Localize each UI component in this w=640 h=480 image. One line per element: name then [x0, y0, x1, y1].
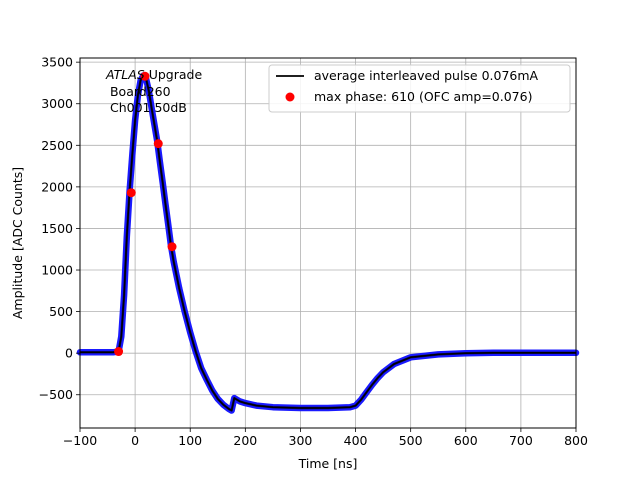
- x-tick-label: 800: [564, 433, 588, 448]
- x-tick-label: 600: [454, 433, 478, 448]
- x-tick-label: 400: [344, 433, 368, 448]
- max-phase-point: [153, 139, 163, 149]
- y-tick-label: 500: [49, 304, 73, 319]
- annotation-atlas: ATLAS: [105, 67, 145, 82]
- x-tick-label: 200: [233, 433, 257, 448]
- max-phase-point: [140, 71, 150, 81]
- annotation-line-1: ATLAS Upgrade: [105, 67, 202, 82]
- annotation-channel: Ch001 50dB: [106, 100, 187, 115]
- x-tick-label: 100: [178, 433, 202, 448]
- y-axis-label: Amplitude [ADC Counts]: [10, 167, 25, 319]
- plot-area: [76, 71, 580, 414]
- max-phase-point: [114, 347, 124, 357]
- max-phase-point: [167, 242, 177, 252]
- average-pulse-line: [80, 74, 576, 412]
- y-tick-label: 0: [65, 346, 73, 361]
- y-tick-label: 2500: [41, 138, 73, 153]
- x-tick-label: −100: [63, 433, 97, 448]
- x-tick-label: 0: [131, 433, 139, 448]
- axis-ticks: −100 0 100 200 300 400 500 600 700 800 −500 0 500 100…: [39, 55, 588, 448]
- axes-frame: [79, 57, 577, 429]
- annotation-board: Board260: [106, 84, 171, 99]
- legend-label-average-pulse: average interleaved pulse 0.076mA: [314, 68, 539, 83]
- y-tick-label: −500: [39, 387, 73, 402]
- y-tick-label: 3500: [41, 55, 73, 70]
- annotation: ATLAS Upgrade Board260 Ch001 50dB: [105, 67, 202, 115]
- x-tick-label: 700: [509, 433, 533, 448]
- legend-marker-swatch: [285, 92, 295, 102]
- legend-label-max-phase: max phase: 610 (OFC amp=0.076): [314, 89, 532, 104]
- legend: average interleaved pulse 0.076mA max ph…: [268, 64, 571, 113]
- max-phase-point: [126, 188, 136, 198]
- x-tick-label: 300: [289, 433, 313, 448]
- annotation-upgrade: Upgrade: [145, 67, 203, 82]
- y-tick-label: 1000: [41, 263, 73, 278]
- y-tick-label: 2000: [41, 179, 73, 194]
- legend-box: [268, 64, 571, 113]
- y-tick-label: 1500: [41, 221, 73, 236]
- x-axis-label: Time [ns]: [298, 456, 358, 471]
- x-tick-label: 500: [399, 433, 423, 448]
- y-tick-label: 3000: [41, 96, 73, 111]
